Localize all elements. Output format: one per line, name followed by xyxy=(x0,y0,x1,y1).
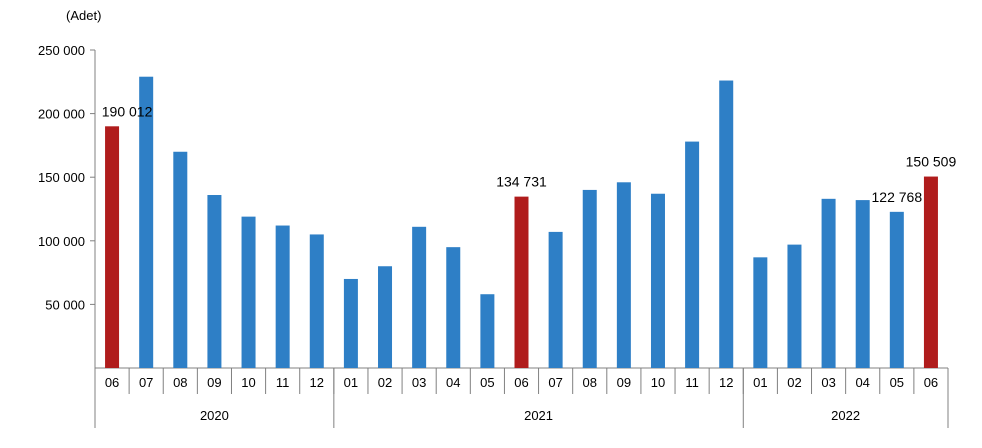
group-label: 2020 xyxy=(200,408,229,423)
x-tick-label: 08 xyxy=(583,375,597,390)
x-tick-label: 09 xyxy=(617,375,631,390)
x-tick-label: 07 xyxy=(139,375,153,390)
x-tick-label: 02 xyxy=(378,375,392,390)
y-tick-label: 200 000 xyxy=(38,107,85,122)
unit-label: (Adet) xyxy=(66,8,102,23)
x-tick-label: 06 xyxy=(924,375,938,390)
bar xyxy=(548,231,563,368)
x-tick-label: 05 xyxy=(480,375,494,390)
x-tick-label: 11 xyxy=(276,375,290,390)
bar xyxy=(821,198,836,368)
bar xyxy=(923,176,938,368)
bar xyxy=(514,196,529,368)
bar xyxy=(207,195,222,368)
x-tick-label: 08 xyxy=(173,375,187,390)
bar xyxy=(275,225,290,368)
bar xyxy=(241,216,256,368)
x-tick-label: 05 xyxy=(890,375,904,390)
bar xyxy=(173,151,188,368)
bar xyxy=(378,266,393,368)
x-tick-label: 06 xyxy=(105,375,119,390)
x-tick-label: 10 xyxy=(651,375,665,390)
y-tick-label: 50 000 xyxy=(45,297,85,312)
x-tick-label: 04 xyxy=(446,375,460,390)
bar xyxy=(480,294,495,368)
bar xyxy=(787,244,802,368)
x-tick-label: 10 xyxy=(241,375,255,390)
bar xyxy=(139,76,154,368)
x-tick-label: 01 xyxy=(344,375,358,390)
x-tick-label: 03 xyxy=(412,375,426,390)
bar xyxy=(889,211,904,368)
bar xyxy=(309,234,324,368)
y-tick-label: 250 000 xyxy=(38,43,85,58)
bar xyxy=(855,200,870,368)
bar xyxy=(753,257,768,368)
bar xyxy=(343,278,358,368)
x-tick-label: 01 xyxy=(753,375,767,390)
x-tick-label: 07 xyxy=(548,375,562,390)
group-label: 2021 xyxy=(524,408,553,423)
x-tick-label: 12 xyxy=(310,375,324,390)
bar xyxy=(105,126,120,368)
y-tick-label: 100 000 xyxy=(38,234,85,249)
bar xyxy=(446,247,461,368)
data-label: 150 509 xyxy=(906,154,957,170)
x-tick-label: 06 xyxy=(514,375,528,390)
y-tick-label: 150 000 xyxy=(38,170,85,185)
bar xyxy=(412,226,427,368)
data-label: 122 768 xyxy=(872,189,923,205)
bar xyxy=(616,182,631,368)
group-label: 2022 xyxy=(831,408,860,423)
data-label: 134 731 xyxy=(496,174,547,190)
bar xyxy=(685,141,700,368)
x-tick-label: 12 xyxy=(719,375,733,390)
x-tick-label: 09 xyxy=(207,375,221,390)
bar xyxy=(582,189,597,368)
x-tick-label: 03 xyxy=(821,375,835,390)
data-label: 190 012 xyxy=(102,103,153,119)
bar xyxy=(719,80,734,368)
x-tick-label: 04 xyxy=(855,375,869,390)
x-tick-label: 11 xyxy=(685,375,699,390)
bar xyxy=(650,193,665,368)
x-tick-label: 02 xyxy=(787,375,801,390)
